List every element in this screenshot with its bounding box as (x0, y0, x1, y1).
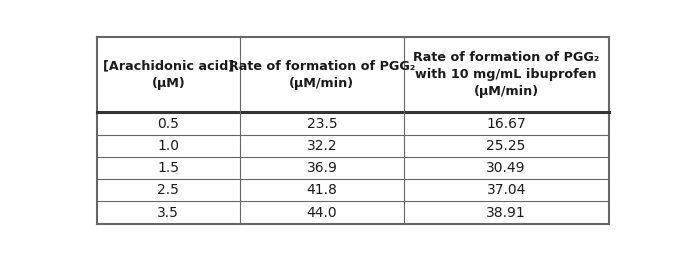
Text: 36.9: 36.9 (306, 161, 337, 175)
Text: 44.0: 44.0 (307, 206, 337, 220)
Text: 38.91: 38.91 (486, 206, 526, 220)
Text: Rate of formation of PGG₂
(μM/min): Rate of formation of PGG₂ (μM/min) (229, 60, 415, 90)
Text: 25.25: 25.25 (486, 139, 526, 153)
Text: 1.0: 1.0 (158, 139, 180, 153)
Text: 30.49: 30.49 (486, 161, 526, 175)
Text: 32.2: 32.2 (307, 139, 337, 153)
Text: 41.8: 41.8 (306, 183, 337, 197)
Text: [Arachidonic acid]
(μM): [Arachidonic acid] (μM) (103, 60, 234, 90)
Text: 3.5: 3.5 (158, 206, 180, 220)
Text: 0.5: 0.5 (158, 117, 180, 131)
Text: 1.5: 1.5 (158, 161, 180, 175)
Text: 2.5: 2.5 (158, 183, 180, 197)
Text: 23.5: 23.5 (307, 117, 337, 131)
Text: Rate of formation of PGG₂
with 10 mg/mL ibuprofen
(μM/min): Rate of formation of PGG₂ with 10 mg/mL … (413, 51, 599, 98)
Text: 16.67: 16.67 (486, 117, 526, 131)
Text: 37.04: 37.04 (486, 183, 526, 197)
